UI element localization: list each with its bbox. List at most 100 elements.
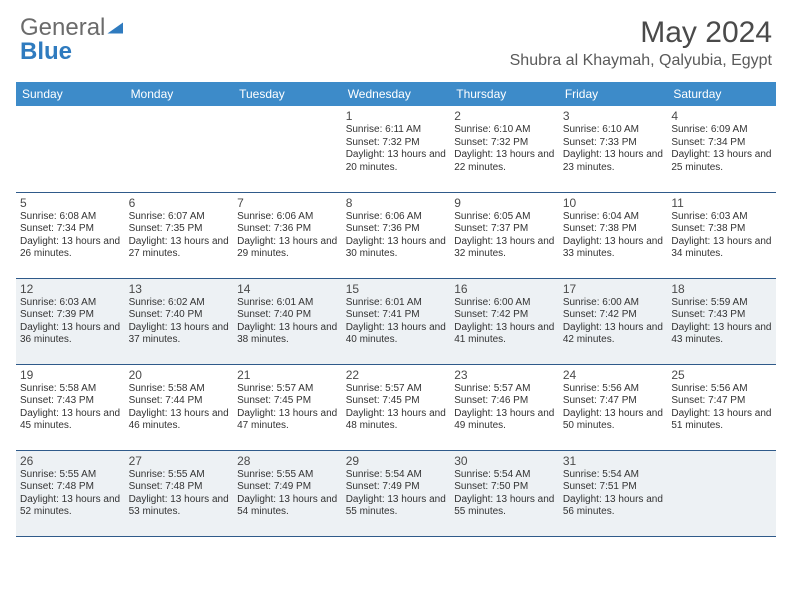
sunset-text: Sunset: 7:47 PM	[671, 395, 772, 408]
calendar-day-cell: 24Sunrise: 5:56 AMSunset: 7:47 PMDayligh…	[559, 364, 668, 450]
daylight-text: Daylight: 13 hours and 55 minutes.	[454, 494, 555, 519]
daylight-text: Daylight: 13 hours and 25 minutes.	[671, 149, 772, 174]
daylight-text: Daylight: 13 hours and 49 minutes.	[454, 408, 555, 433]
calendar-week-row: 5Sunrise: 6:08 AMSunset: 7:34 PMDaylight…	[16, 192, 776, 278]
dow-tuesday: Tuesday	[233, 82, 342, 106]
location-subtitle: Shubra al Khaymah, Qalyubia, Egypt	[510, 52, 772, 70]
day-number: 26	[20, 454, 121, 468]
daylight-text: Daylight: 13 hours and 51 minutes.	[671, 408, 772, 433]
sunrise-text: Sunrise: 6:03 AM	[671, 211, 772, 224]
day-number: 23	[454, 368, 555, 382]
calendar-day-cell: 26Sunrise: 5:55 AMSunset: 7:48 PMDayligh…	[16, 450, 125, 536]
sunset-text: Sunset: 7:51 PM	[563, 481, 664, 494]
daylight-text: Daylight: 13 hours and 46 minutes.	[129, 408, 230, 433]
daylight-text: Daylight: 13 hours and 30 minutes.	[346, 236, 447, 261]
calendar-day-cell	[16, 106, 125, 192]
day-number: 4	[671, 109, 772, 123]
calendar-day-cell	[233, 106, 342, 192]
daylight-text: Daylight: 13 hours and 43 minutes.	[671, 322, 772, 347]
daylight-text: Daylight: 13 hours and 33 minutes.	[563, 236, 664, 261]
sunrise-text: Sunrise: 6:00 AM	[454, 297, 555, 310]
dow-sunday: Sunday	[16, 82, 125, 106]
calendar-week-row: 1Sunrise: 6:11 AMSunset: 7:32 PMDaylight…	[16, 106, 776, 192]
day-number: 1	[346, 109, 447, 123]
calendar-day-cell: 22Sunrise: 5:57 AMSunset: 7:45 PMDayligh…	[342, 364, 451, 450]
daylight-text: Daylight: 13 hours and 23 minutes.	[563, 149, 664, 174]
day-number: 5	[20, 196, 121, 210]
day-number: 24	[563, 368, 664, 382]
month-title: May 2024	[510, 16, 772, 50]
calendar-day-cell: 6Sunrise: 6:07 AMSunset: 7:35 PMDaylight…	[125, 192, 234, 278]
day-number: 28	[237, 454, 338, 468]
daylight-text: Daylight: 13 hours and 54 minutes.	[237, 494, 338, 519]
sunset-text: Sunset: 7:43 PM	[671, 309, 772, 322]
daylight-text: Daylight: 13 hours and 22 minutes.	[454, 149, 555, 174]
sunrise-text: Sunrise: 5:58 AM	[129, 383, 230, 396]
daylight-text: Daylight: 13 hours and 26 minutes.	[20, 236, 121, 261]
calendar-day-cell: 10Sunrise: 6:04 AMSunset: 7:38 PMDayligh…	[559, 192, 668, 278]
calendar-day-cell: 7Sunrise: 6:06 AMSunset: 7:36 PMDaylight…	[233, 192, 342, 278]
calendar-day-cell: 5Sunrise: 6:08 AMSunset: 7:34 PMDaylight…	[16, 192, 125, 278]
sunrise-text: Sunrise: 6:10 AM	[454, 124, 555, 137]
calendar-day-cell: 15Sunrise: 6:01 AMSunset: 7:41 PMDayligh…	[342, 278, 451, 364]
sunset-text: Sunset: 7:40 PM	[237, 309, 338, 322]
sunrise-text: Sunrise: 6:08 AM	[20, 211, 121, 224]
sunset-text: Sunset: 7:47 PM	[563, 395, 664, 408]
calendar-day-cell: 9Sunrise: 6:05 AMSunset: 7:37 PMDaylight…	[450, 192, 559, 278]
sunset-text: Sunset: 7:32 PM	[346, 137, 447, 150]
calendar-week-row: 19Sunrise: 5:58 AMSunset: 7:43 PMDayligh…	[16, 364, 776, 450]
daylight-text: Daylight: 13 hours and 37 minutes.	[129, 322, 230, 347]
daylight-text: Daylight: 13 hours and 20 minutes.	[346, 149, 447, 174]
calendar-day-cell: 23Sunrise: 5:57 AMSunset: 7:46 PMDayligh…	[450, 364, 559, 450]
day-number: 8	[346, 196, 447, 210]
day-number: 6	[129, 196, 230, 210]
sunrise-text: Sunrise: 5:55 AM	[237, 469, 338, 482]
daylight-text: Daylight: 13 hours and 55 minutes.	[346, 494, 447, 519]
sunrise-text: Sunrise: 5:54 AM	[346, 469, 447, 482]
calendar-day-cell: 19Sunrise: 5:58 AMSunset: 7:43 PMDayligh…	[16, 364, 125, 450]
sunset-text: Sunset: 7:34 PM	[671, 137, 772, 150]
day-number: 2	[454, 109, 555, 123]
day-number: 20	[129, 368, 230, 382]
day-number: 15	[346, 282, 447, 296]
dow-monday: Monday	[125, 82, 234, 106]
sunset-text: Sunset: 7:36 PM	[346, 223, 447, 236]
day-number: 10	[563, 196, 664, 210]
dow-wednesday: Wednesday	[342, 82, 451, 106]
sunrise-text: Sunrise: 6:03 AM	[20, 297, 121, 310]
calendar-day-cell: 13Sunrise: 6:02 AMSunset: 7:40 PMDayligh…	[125, 278, 234, 364]
sunset-text: Sunset: 7:49 PM	[237, 481, 338, 494]
calendar-day-cell: 1Sunrise: 6:11 AMSunset: 7:32 PMDaylight…	[342, 106, 451, 192]
calendar-table: Sunday Monday Tuesday Wednesday Thursday…	[16, 82, 776, 537]
sunset-text: Sunset: 7:45 PM	[237, 395, 338, 408]
brand-part-1: General	[20, 14, 105, 41]
calendar-day-cell: 18Sunrise: 5:59 AMSunset: 7:43 PMDayligh…	[667, 278, 776, 364]
sunrise-text: Sunrise: 6:05 AM	[454, 211, 555, 224]
day-number: 22	[346, 368, 447, 382]
day-number: 9	[454, 196, 555, 210]
sunset-text: Sunset: 7:43 PM	[20, 395, 121, 408]
sunrise-text: Sunrise: 6:04 AM	[563, 211, 664, 224]
calendar-day-cell: 17Sunrise: 6:00 AMSunset: 7:42 PMDayligh…	[559, 278, 668, 364]
sunrise-text: Sunrise: 6:06 AM	[237, 211, 338, 224]
calendar-day-cell	[125, 106, 234, 192]
sunset-text: Sunset: 7:39 PM	[20, 309, 121, 322]
daylight-text: Daylight: 13 hours and 48 minutes.	[346, 408, 447, 433]
calendar-day-cell: 20Sunrise: 5:58 AMSunset: 7:44 PMDayligh…	[125, 364, 234, 450]
daylight-text: Daylight: 13 hours and 29 minutes.	[237, 236, 338, 261]
sunset-text: Sunset: 7:48 PM	[129, 481, 230, 494]
daylight-text: Daylight: 13 hours and 45 minutes.	[20, 408, 121, 433]
day-number: 19	[20, 368, 121, 382]
sunrise-text: Sunrise: 5:57 AM	[237, 383, 338, 396]
daylight-text: Daylight: 13 hours and 53 minutes.	[129, 494, 230, 519]
sunset-text: Sunset: 7:35 PM	[129, 223, 230, 236]
sunrise-text: Sunrise: 5:54 AM	[563, 469, 664, 482]
calendar-day-cell: 27Sunrise: 5:55 AMSunset: 7:48 PMDayligh…	[125, 450, 234, 536]
sunset-text: Sunset: 7:33 PM	[563, 137, 664, 150]
sunrise-text: Sunrise: 5:58 AM	[20, 383, 121, 396]
sunrise-text: Sunrise: 6:01 AM	[237, 297, 338, 310]
sunset-text: Sunset: 7:44 PM	[129, 395, 230, 408]
sunrise-text: Sunrise: 5:55 AM	[129, 469, 230, 482]
sunrise-text: Sunrise: 6:09 AM	[671, 124, 772, 137]
day-number: 14	[237, 282, 338, 296]
